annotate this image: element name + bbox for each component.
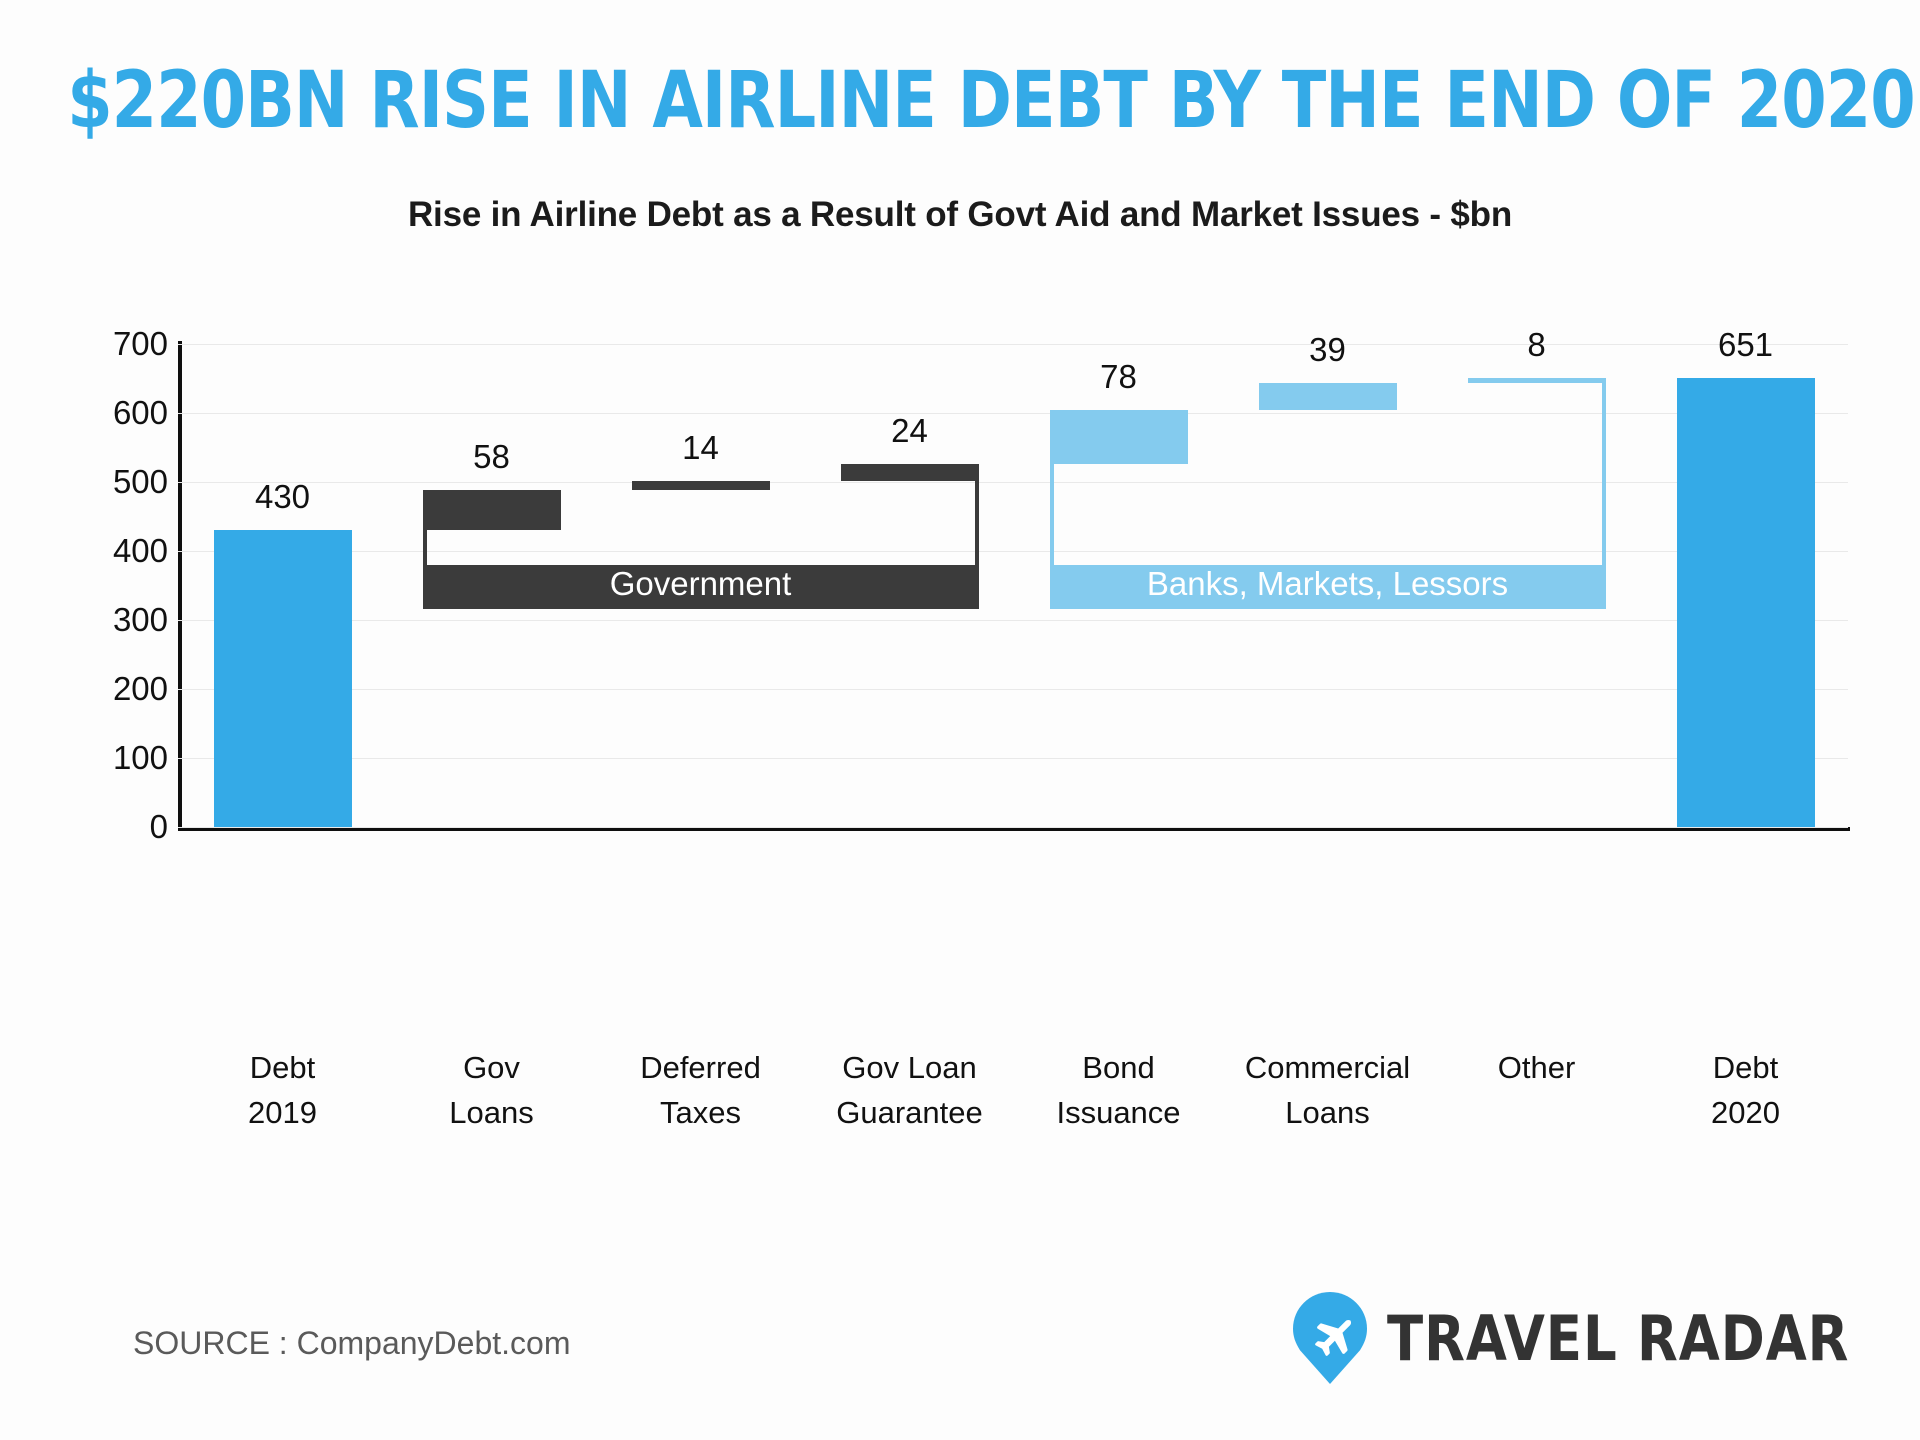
bar-value-label: 14 xyxy=(682,428,719,466)
gridline xyxy=(178,551,1848,552)
x-label-commercial: Commercial Loans xyxy=(1245,1045,1410,1135)
x-label-line: Bond xyxy=(1082,1050,1155,1085)
y-axis-tick-400: 400 xyxy=(112,532,168,569)
bar-value-label: 24 xyxy=(891,412,928,450)
bar-value-label: 430 xyxy=(254,478,311,516)
x-label-gov: Gov Loans xyxy=(449,1045,533,1135)
page-title: $220BN RISE IN AIRLINE DEBT BY THE END O… xyxy=(67,56,1915,146)
x-label-line: Gov xyxy=(463,1050,520,1085)
group-label: Banks, Markets, Lessors xyxy=(1146,564,1509,602)
bar-commercial-loans[interactable] xyxy=(1258,383,1397,411)
x-label-line: Issuance xyxy=(1056,1095,1181,1130)
bar-value-label: 39 xyxy=(1309,331,1346,369)
x-label-line: 2019 xyxy=(248,1095,317,1130)
group-label: Government xyxy=(609,564,792,602)
x-label-line: Loans xyxy=(1285,1095,1370,1130)
x-label-line: Gov Loan xyxy=(842,1050,977,1085)
page-subtitle: Rise in Airline Debt as a Result of Govt… xyxy=(407,195,1513,234)
x-label-other: Other xyxy=(1498,1045,1576,1090)
bar-gov-loans[interactable] xyxy=(422,490,561,531)
x-label-line: Other xyxy=(1497,1050,1576,1085)
gridline xyxy=(178,689,1848,690)
x-label-line: Debt xyxy=(1712,1050,1779,1085)
x-label-bond: Bond Issuance xyxy=(1056,1045,1180,1135)
x-axis-line xyxy=(178,827,1850,831)
airplane-map-pin-icon xyxy=(1293,1292,1368,1384)
x-label-line: Guarantee xyxy=(836,1095,983,1130)
logo-wordmark: TRAVEL RADAR xyxy=(1387,1301,1850,1375)
gridline xyxy=(178,620,1848,621)
bar-deferred-taxes[interactable] xyxy=(631,480,770,491)
y-axis-tick-700: 700 xyxy=(112,325,168,362)
gridline xyxy=(178,482,1848,483)
group-bracket-right-stroke xyxy=(1601,377,1606,565)
y-axis-tick-0: 0 xyxy=(149,808,168,845)
y-axis-tick-200: 200 xyxy=(112,670,168,707)
y-axis-tick-500: 500 xyxy=(112,463,168,500)
x-label-debt: Debt 2019 xyxy=(248,1045,317,1135)
x-label-line: Commercial xyxy=(1244,1050,1411,1085)
x-label-line: Taxes xyxy=(660,1095,741,1130)
x-label-line: Loans xyxy=(449,1095,534,1130)
source-credit: SOURCE : CompanyDebt.com xyxy=(133,1325,571,1361)
bar-value-label: 58 xyxy=(473,438,510,476)
y-axis-tick-600: 600 xyxy=(112,394,168,431)
y-axis-tick-300: 300 xyxy=(112,601,168,638)
gridline xyxy=(178,344,1848,345)
group-bracket-left-stroke xyxy=(1049,464,1054,565)
bar-other[interactable] xyxy=(1467,377,1606,384)
x-label-gov-loan: Gov Loan Guarantee xyxy=(836,1045,983,1135)
gridline xyxy=(178,758,1848,759)
x-label-line: Deferred xyxy=(640,1050,761,1085)
x-label-line: 2020 xyxy=(1711,1095,1780,1130)
travel-radar-logo: TRAVEL RADAR xyxy=(1293,1292,1874,1384)
y-axis-tick-100: 100 xyxy=(112,739,168,776)
plot-area xyxy=(178,344,1848,828)
group-bracket-left-stroke xyxy=(422,530,427,565)
bar-debt-2020[interactable] xyxy=(1676,377,1815,827)
bar-value-label: 8 xyxy=(1527,325,1546,363)
group-band-government xyxy=(422,564,979,609)
gridline xyxy=(178,413,1848,414)
y-axis-line xyxy=(178,341,182,831)
group-band-banks-markets-lessors xyxy=(1049,564,1606,609)
x-label-deferred: Deferred Taxes xyxy=(640,1045,761,1135)
bar-value-label: 78 xyxy=(1100,358,1137,396)
x-label-line: Debt xyxy=(249,1050,316,1085)
bar-gov-loan-guarantee[interactable] xyxy=(840,464,979,481)
bar-bond-issuance[interactable] xyxy=(1049,410,1188,465)
group-bracket-right-stroke xyxy=(974,464,979,565)
bar-value-label: 651 xyxy=(1717,325,1774,363)
x-label-debt: Debt 2020 xyxy=(1711,1045,1780,1135)
bar-debt-2019[interactable] xyxy=(213,530,352,827)
gridline xyxy=(178,827,1848,828)
